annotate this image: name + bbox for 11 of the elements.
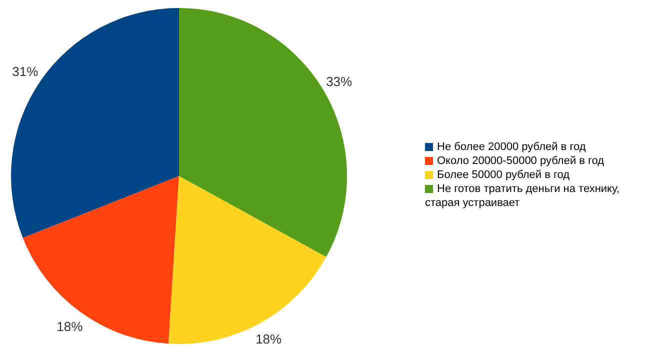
legend-label: Более 50000 рублей в год <box>437 169 570 181</box>
legend-label: Около 20000-50000 рублей в год <box>437 155 604 167</box>
data-label: 18% <box>256 331 282 346</box>
pie-slice <box>22 176 179 344</box>
pie-slice <box>168 176 326 344</box>
data-label: 31% <box>12 64 39 79</box>
legend-label: Не более 20000 рублей в год <box>437 141 586 153</box>
data-label: 18% <box>56 318 84 334</box>
data-label: 33% <box>326 74 353 89</box>
pie-slice <box>11 8 179 238</box>
legend-label: Не готов тратить деньги на технику, старая устраивает <box>425 183 620 209</box>
